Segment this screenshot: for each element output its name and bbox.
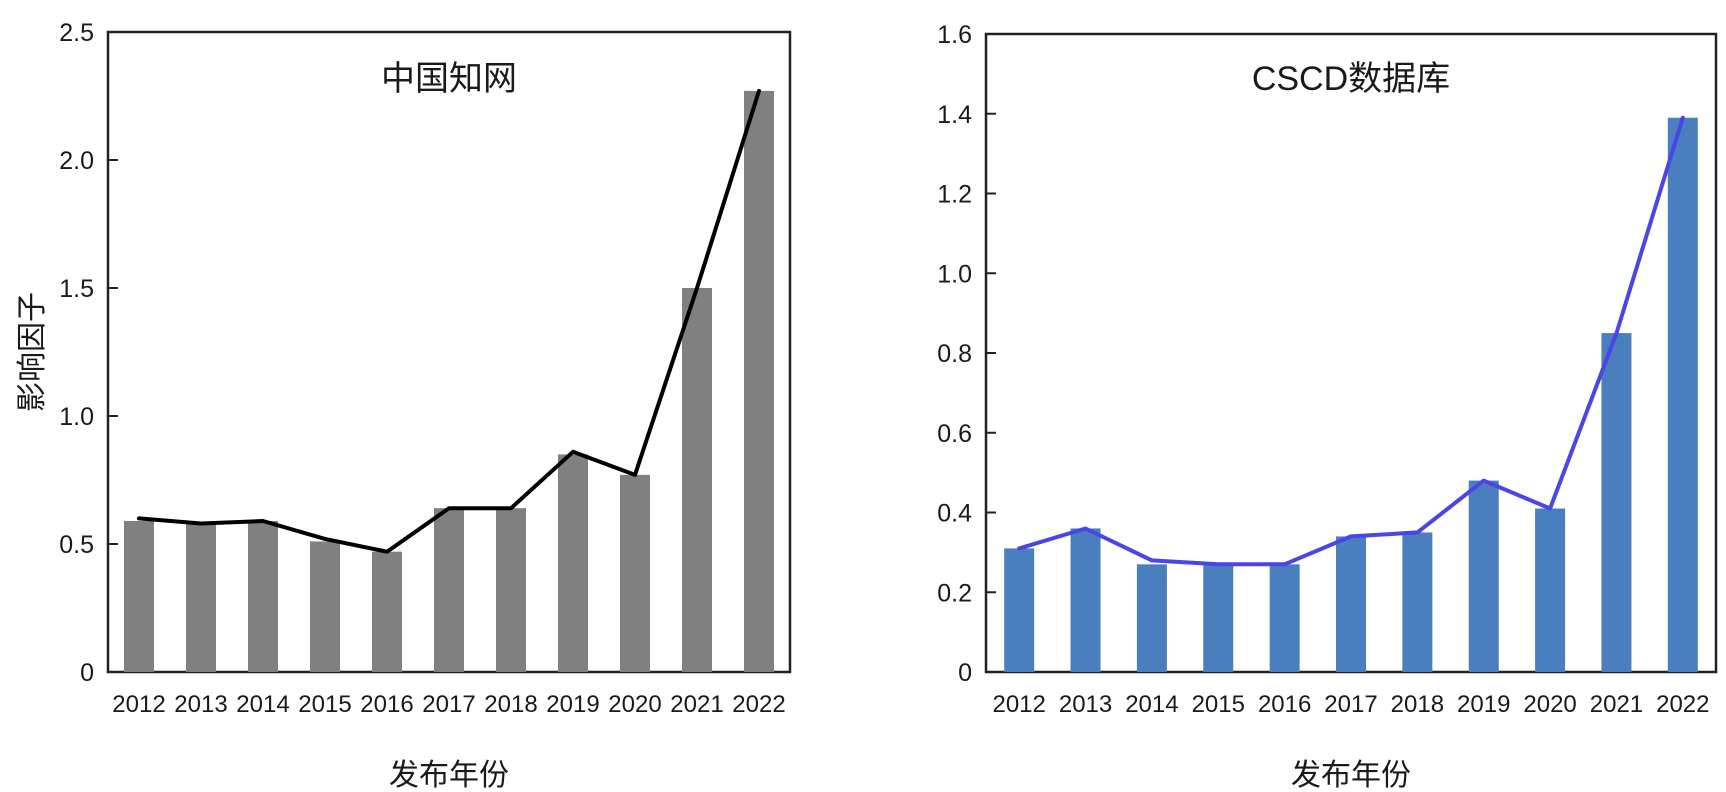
x-tick-label: 2017 — [1324, 691, 1377, 718]
y-tick-label: 1.0 — [937, 260, 972, 288]
x-tick-label: 2013 — [1059, 691, 1112, 718]
y-tick-label: 2.5 — [59, 19, 94, 47]
x-tick-label: 2022 — [732, 691, 785, 718]
bar-2021 — [682, 288, 712, 672]
bar-2021 — [1601, 333, 1632, 672]
x-tick-label: 2021 — [1590, 691, 1643, 718]
bar-2012 — [124, 520, 154, 672]
trend-line — [137, 88, 761, 554]
bar-2015 — [310, 541, 340, 672]
y-tick-label: 0.4 — [937, 500, 972, 528]
x-tick-label: 2020 — [608, 691, 661, 718]
bar-2017 — [1336, 536, 1366, 672]
x-axis-title: 发布年份 — [389, 759, 509, 792]
x-tick-label: 2018 — [484, 691, 537, 718]
bar-2019 — [1468, 480, 1499, 672]
bar-2020 — [620, 474, 650, 672]
y-axis-title: 影响因子 — [16, 292, 49, 412]
x-tick-label: 2012 — [992, 691, 1045, 718]
chart-panel-cscd: 0 0.2 0.4 0.6 0.8 1.0 1.2 1.4 1.6 2012 2013 2014 201… — [937, 21, 1718, 792]
bar-2014 — [248, 520, 278, 672]
y-tick-label: 1.6 — [937, 21, 972, 49]
x-tick-label: 2020 — [1523, 691, 1576, 718]
x-tick-label: 2014 — [1125, 691, 1178, 718]
y-tick-label: 1.2 — [937, 181, 972, 209]
x-tick-label: 2022 — [1656, 691, 1709, 718]
chart-panel-cnki: 0 0.5 1.0 1.5 2.0 2.5 2012 2013 2014 2015 2016 2017… — [16, 19, 792, 792]
x-tick-label: 2019 — [1457, 691, 1510, 718]
bar-2013 — [1070, 528, 1101, 672]
x-tick-label: 2014 — [236, 691, 289, 718]
x-tick-label: 2017 — [422, 691, 475, 718]
y-tick-label: 0.5 — [59, 531, 94, 559]
bar-2022 — [1667, 117, 1698, 673]
bar-2012 — [1004, 548, 1035, 672]
bar-2015 — [1203, 564, 1234, 672]
x-tick-label: 2016 — [360, 691, 413, 718]
bar-2018 — [496, 508, 526, 672]
bar-2020 — [1535, 508, 1566, 672]
x-tick-label: 2015 — [298, 691, 351, 718]
bar-2022 — [744, 90, 774, 672]
x-tick-label: 2021 — [670, 691, 723, 718]
x-tick-label: 2012 — [112, 691, 165, 718]
x-tick-label: 2016 — [1258, 691, 1311, 718]
y-tick-label: 0.6 — [937, 420, 972, 448]
y-tick-label: 1.4 — [937, 101, 972, 129]
x-tick-label: 2018 — [1391, 691, 1444, 718]
y-tick-label: 1.0 — [59, 403, 94, 431]
y-tick-label: 0 — [958, 659, 972, 687]
x-axis-title: 发布年份 — [1291, 759, 1411, 792]
chart-title: 中国知网 — [381, 60, 517, 98]
bar-2016 — [1269, 564, 1300, 672]
x-tick-label: 2015 — [1192, 691, 1245, 718]
x-tick-label: 2019 — [546, 691, 599, 718]
bar-2018 — [1402, 532, 1433, 672]
y-tick-label: 0 — [80, 659, 94, 687]
bar-2019 — [558, 454, 588, 672]
chart-title: CSCD数据库 — [1252, 60, 1450, 98]
x-tick-label: 2013 — [174, 691, 227, 718]
bar-2014 — [1136, 564, 1167, 672]
bar-2013 — [186, 523, 216, 672]
y-tick-label: 1.5 — [59, 275, 94, 303]
y-tick-label: 0.8 — [937, 340, 972, 368]
bar-2017 — [434, 508, 464, 672]
y-tick-label: 0.2 — [937, 579, 972, 607]
y-tick-label: 2.0 — [59, 147, 94, 175]
trend-line — [1017, 115, 1685, 567]
bar-2016 — [372, 551, 402, 672]
